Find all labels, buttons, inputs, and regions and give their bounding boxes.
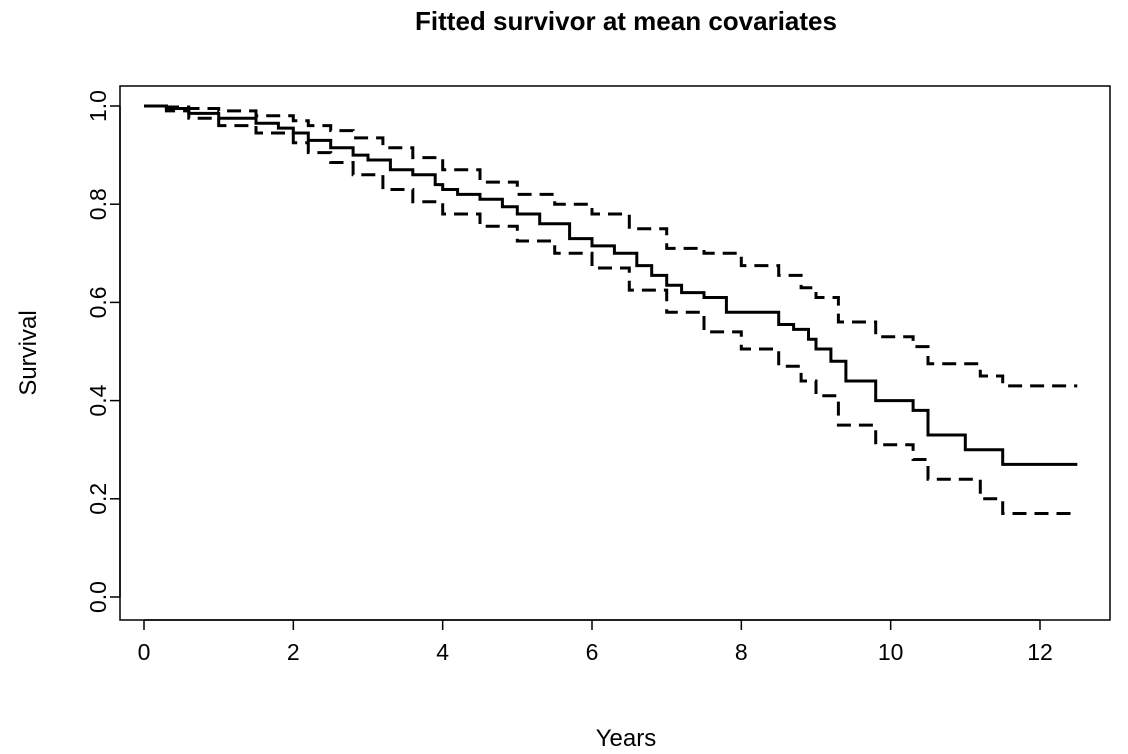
confidence-band-line-2: [144, 104, 1078, 515]
x-tick-label: 10: [878, 639, 904, 665]
series-layer: [144, 104, 1078, 515]
y-tick-label: 0.6: [85, 286, 111, 318]
x-axis: 0 2 4 6 8 10 12: [138, 619, 1053, 665]
chart-title: Fitted survivor at mean covariates: [415, 6, 837, 36]
x-tick-label: 4: [436, 639, 449, 665]
x-tick-label: 12: [1027, 639, 1053, 665]
y-tick-label: 0.2: [85, 483, 111, 515]
confidence-band-line-1: [144, 104, 1078, 388]
y-tick-label: 0.8: [85, 188, 111, 220]
x-axis-label: Years: [596, 725, 657, 752]
x-tick-label: 8: [735, 639, 748, 665]
y-tick-label: 0.0: [85, 581, 111, 613]
plot-frame: [119, 85, 1111, 621]
x-tick-label: 6: [586, 639, 599, 665]
survival-estimate-line: [144, 104, 1078, 466]
y-tick-label: 0.4: [85, 384, 111, 416]
x-tick-label: 0: [138, 639, 151, 665]
y-tick-label: 1.0: [85, 90, 111, 122]
y-axis: 0.0 0.2 0.4 0.6 0.8 1.0: [85, 90, 121, 613]
y-axis-label: Survival: [15, 310, 42, 395]
x-tick-label: 2: [287, 639, 300, 665]
